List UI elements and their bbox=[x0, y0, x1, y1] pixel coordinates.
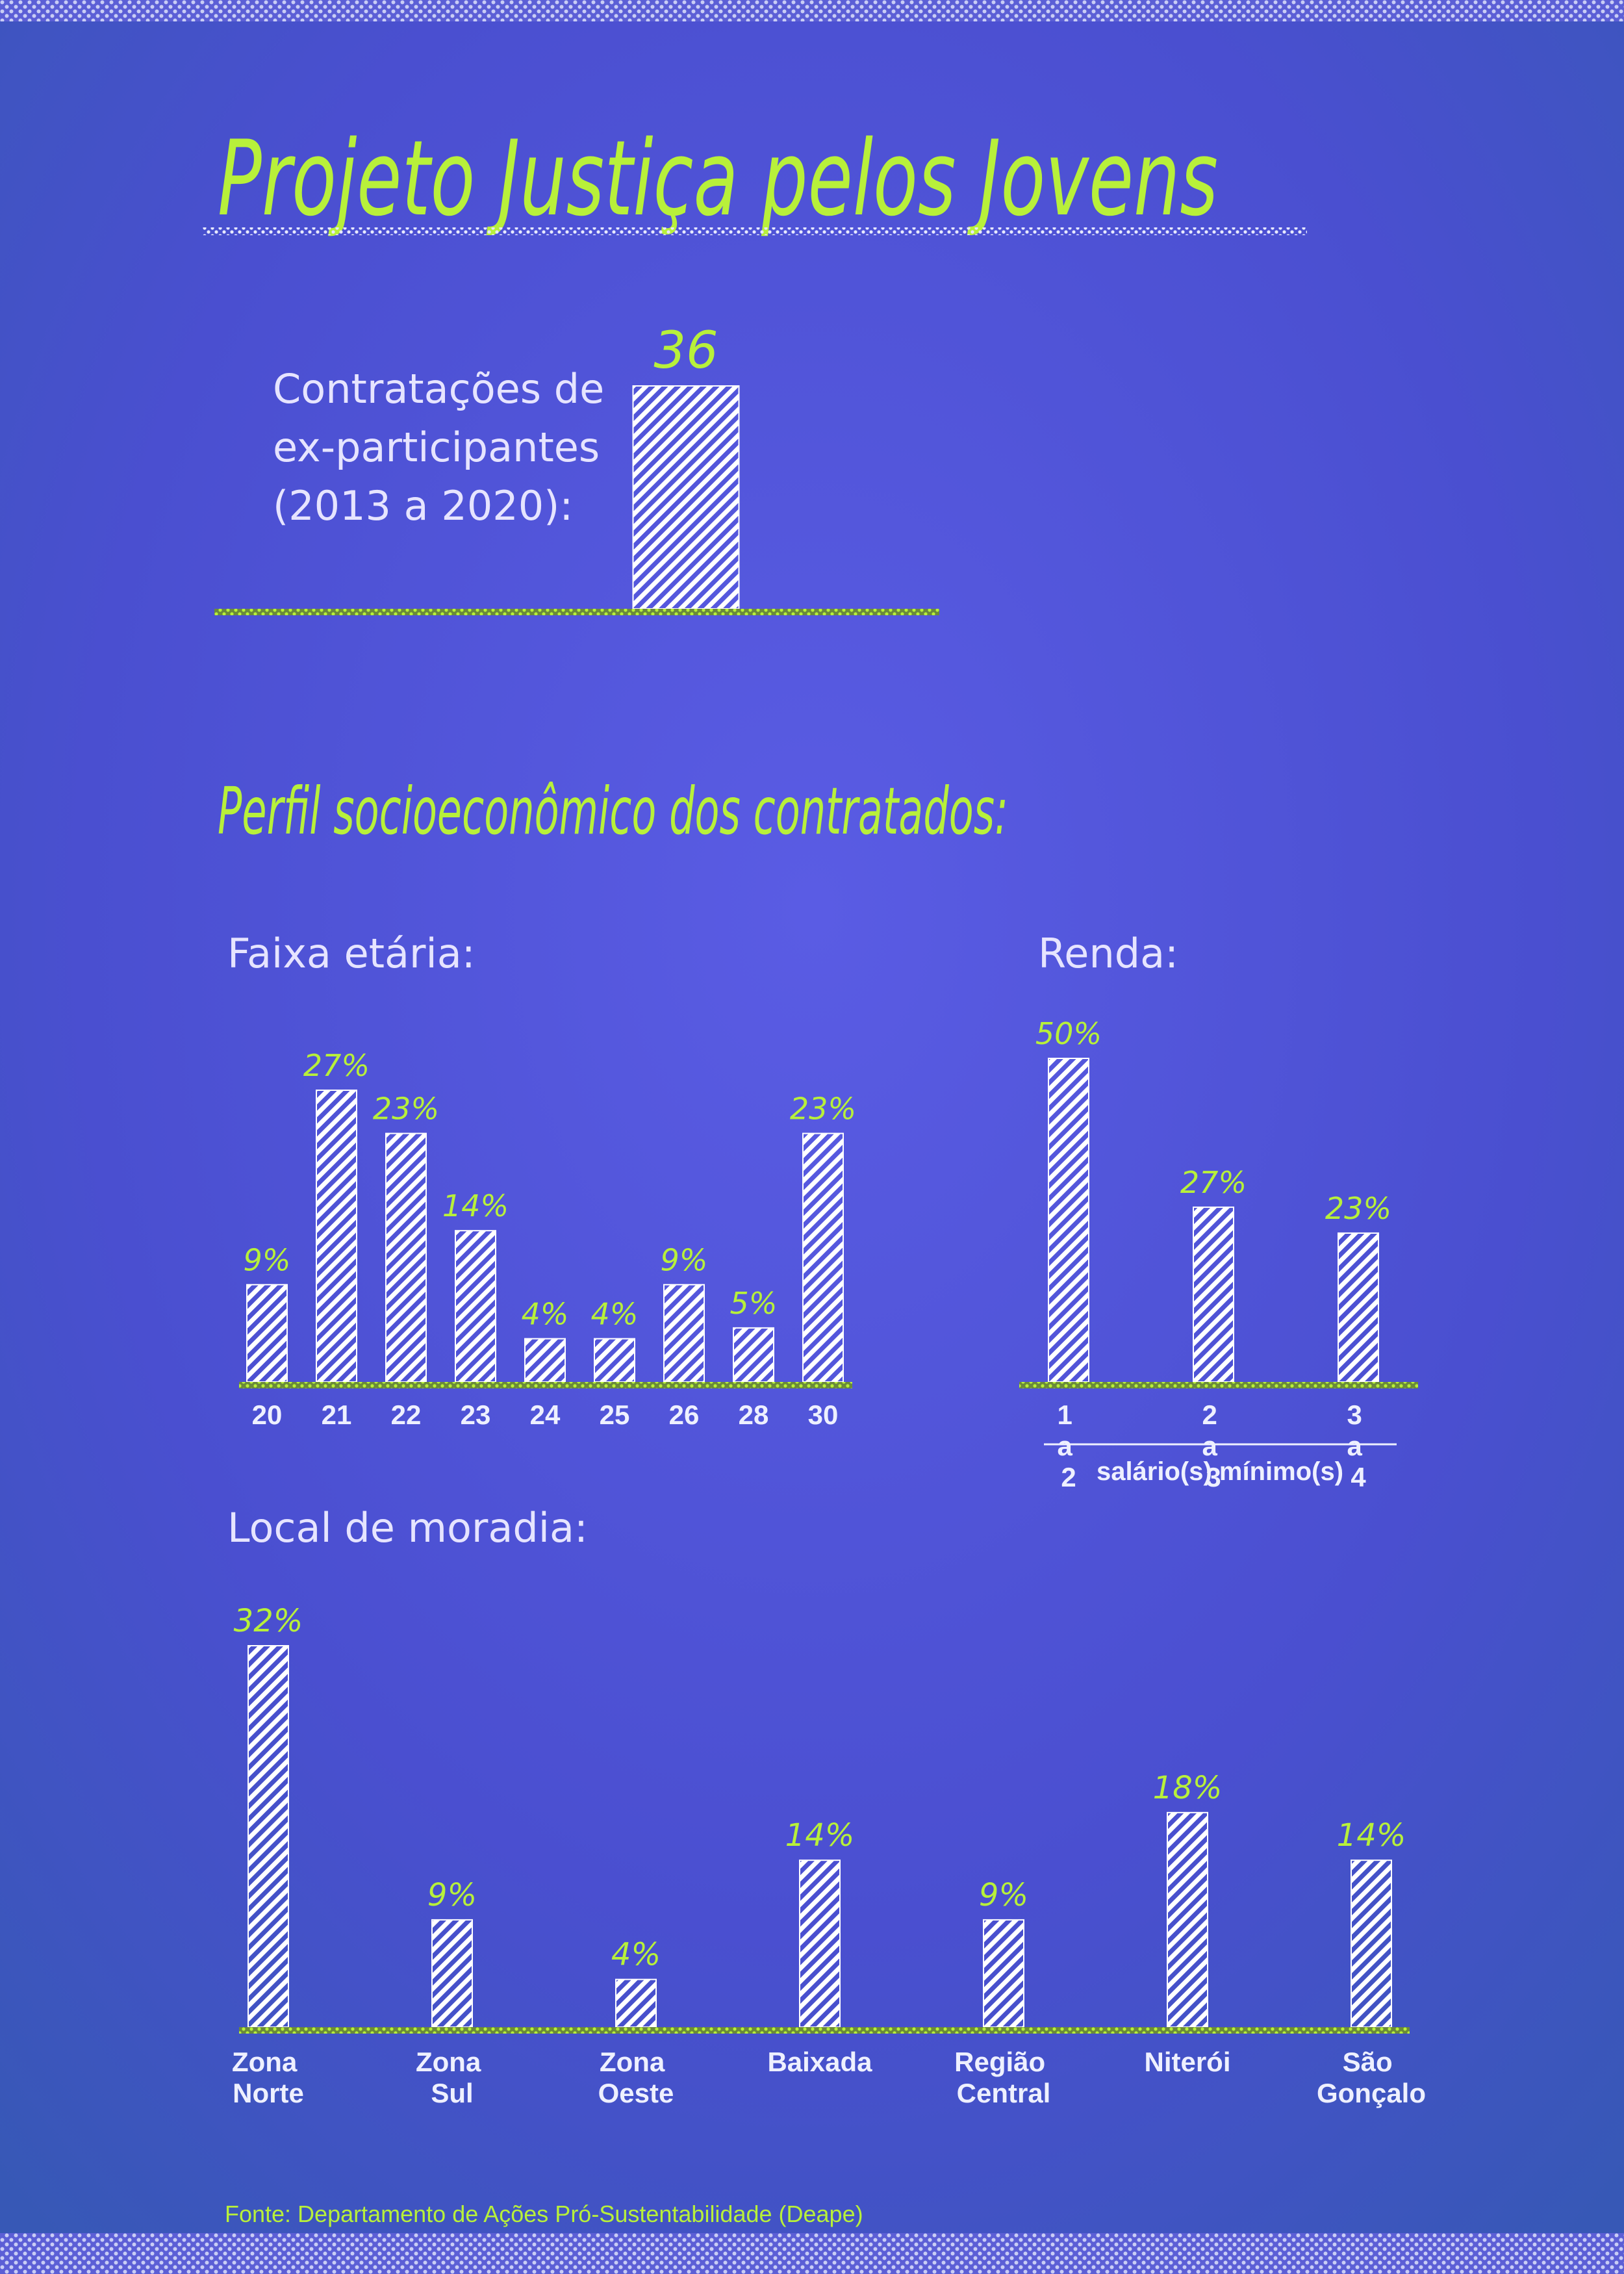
bar bbox=[663, 1284, 705, 1383]
bar bbox=[1193, 1207, 1234, 1383]
value-label: 14% bbox=[785, 1817, 855, 1854]
section-title: Perfil socioeconômico dos contratados: bbox=[218, 773, 1008, 849]
tick-label-line: 2 bbox=[1061, 1462, 1076, 1492]
x-tick-label: Zona Oeste bbox=[598, 2047, 674, 2108]
baseline bbox=[239, 2027, 1410, 2034]
chart-title: Faixa etária: bbox=[227, 930, 476, 977]
value-label: 9% bbox=[427, 1877, 477, 1913]
bar bbox=[385, 1132, 427, 1383]
baseline bbox=[239, 1382, 852, 1388]
x-axis-label: salário(s) mínimo(s) bbox=[1097, 1457, 1343, 1486]
bar bbox=[1351, 1859, 1392, 2028]
value-label: 27% bbox=[303, 1048, 370, 1083]
tick-label-line: a bbox=[1057, 1431, 1080, 1461]
chart-title: Renda: bbox=[1038, 930, 1178, 977]
bar bbox=[615, 1978, 657, 2028]
top-border bbox=[0, 0, 1624, 21]
x-tick-label: 30 bbox=[808, 1399, 839, 1430]
bar bbox=[524, 1338, 566, 1383]
chart-title-line: Contratações de bbox=[273, 365, 604, 413]
x-tick-label: 3 a 4 bbox=[1347, 1399, 1369, 1492]
x-tick-label: São Gonçalo bbox=[1317, 2047, 1426, 2108]
x-tick-label: 21 bbox=[322, 1399, 352, 1430]
value-label: 23% bbox=[373, 1092, 439, 1127]
x-tick-label: Baixada bbox=[767, 2047, 872, 2077]
value-label: 5% bbox=[730, 1286, 778, 1321]
tick-label-line: 3 bbox=[1347, 1399, 1369, 1430]
chart-title: Local de moradia: bbox=[227, 1504, 588, 1552]
chart-title-line: (2013 a 2020): bbox=[273, 482, 573, 530]
tick-label-line: a bbox=[1347, 1431, 1369, 1461]
tick-label-line: 2 bbox=[1202, 1399, 1224, 1430]
bar bbox=[316, 1090, 357, 1383]
value-label: 23% bbox=[790, 1092, 856, 1127]
title-underline bbox=[203, 227, 1307, 235]
chart-title-line: ex-participantes bbox=[273, 424, 600, 471]
tick-label-line: a bbox=[1202, 1431, 1224, 1461]
value-label: 18% bbox=[1153, 1770, 1223, 1806]
value-label: 4% bbox=[611, 1937, 661, 1973]
value-label: 9% bbox=[979, 1877, 1028, 1913]
bar bbox=[1167, 1811, 1208, 2028]
x-tick-label: 26 bbox=[669, 1399, 700, 1430]
bar bbox=[246, 1284, 288, 1383]
value-label: 4% bbox=[522, 1296, 569, 1331]
value-label: 36 bbox=[653, 322, 718, 380]
x-tick-label: 24 bbox=[530, 1399, 561, 1430]
bar bbox=[802, 1132, 844, 1383]
bar bbox=[983, 1919, 1024, 2028]
tick-label-line: Central bbox=[957, 2078, 1051, 2108]
x-tick-label: Região Central bbox=[954, 2047, 1053, 2108]
x-tick-label: 28 bbox=[739, 1399, 769, 1430]
bar bbox=[1338, 1232, 1379, 1383]
x-tick-label: 2 a 3 bbox=[1202, 1399, 1224, 1492]
bar bbox=[799, 1859, 841, 2028]
value-label: 4% bbox=[591, 1296, 639, 1331]
value-label: 14% bbox=[442, 1188, 509, 1223]
x-tick-label: Niterói bbox=[1144, 2047, 1230, 2077]
bottom-border bbox=[0, 2233, 1624, 2274]
x-tick-label: Zona Norte bbox=[232, 2047, 305, 2108]
value-label: 50% bbox=[1035, 1016, 1102, 1051]
bar bbox=[247, 1645, 289, 2028]
tick-label-line: Sul bbox=[431, 2078, 473, 2108]
bar bbox=[431, 1919, 473, 2028]
tick-label-line: 4 bbox=[1351, 1462, 1366, 1492]
baseline bbox=[214, 609, 939, 615]
bar bbox=[733, 1327, 774, 1383]
baseline bbox=[1019, 1382, 1418, 1388]
value-label: 32% bbox=[234, 1603, 303, 1639]
tick-label-line: Região bbox=[954, 2047, 1053, 2077]
bar bbox=[1048, 1058, 1089, 1383]
tick-label-line: Zona bbox=[416, 2047, 488, 2077]
tick-label-line: 1 bbox=[1057, 1399, 1080, 1430]
tick-label-line: Norte bbox=[233, 2078, 304, 2108]
x-tick-label: Zona Sul bbox=[416, 2047, 488, 2108]
bar bbox=[455, 1230, 496, 1383]
source-note: Fonte: Departamento de Ações Pró-Sustent… bbox=[225, 2201, 863, 2227]
tick-label-line: 3 bbox=[1206, 1462, 1221, 1492]
page-title: Projeto Justiça pelos Jovens bbox=[218, 118, 1218, 239]
x-tick-label: 25 bbox=[600, 1399, 630, 1430]
x-tick-label: 23 bbox=[461, 1399, 491, 1430]
tick-label-line: Zona bbox=[232, 2047, 305, 2077]
tick-label-line: Oeste bbox=[598, 2078, 674, 2108]
x-tick-label: 22 bbox=[391, 1399, 422, 1430]
x-tick-label: 20 bbox=[252, 1399, 283, 1430]
value-label: 23% bbox=[1325, 1191, 1391, 1226]
bar bbox=[594, 1338, 635, 1383]
tick-label-line: Gonçalo bbox=[1317, 2078, 1426, 2108]
tick-label-line: São bbox=[1343, 2047, 1401, 2077]
value-label: 27% bbox=[1180, 1165, 1247, 1200]
value-label: 14% bbox=[1337, 1817, 1406, 1854]
value-label: 9% bbox=[244, 1242, 291, 1277]
bar bbox=[632, 385, 740, 609]
tick-label-line: Zona bbox=[600, 2047, 672, 2077]
x-tick-label: 1 a 2 bbox=[1057, 1399, 1080, 1492]
value-label: 9% bbox=[661, 1242, 708, 1277]
